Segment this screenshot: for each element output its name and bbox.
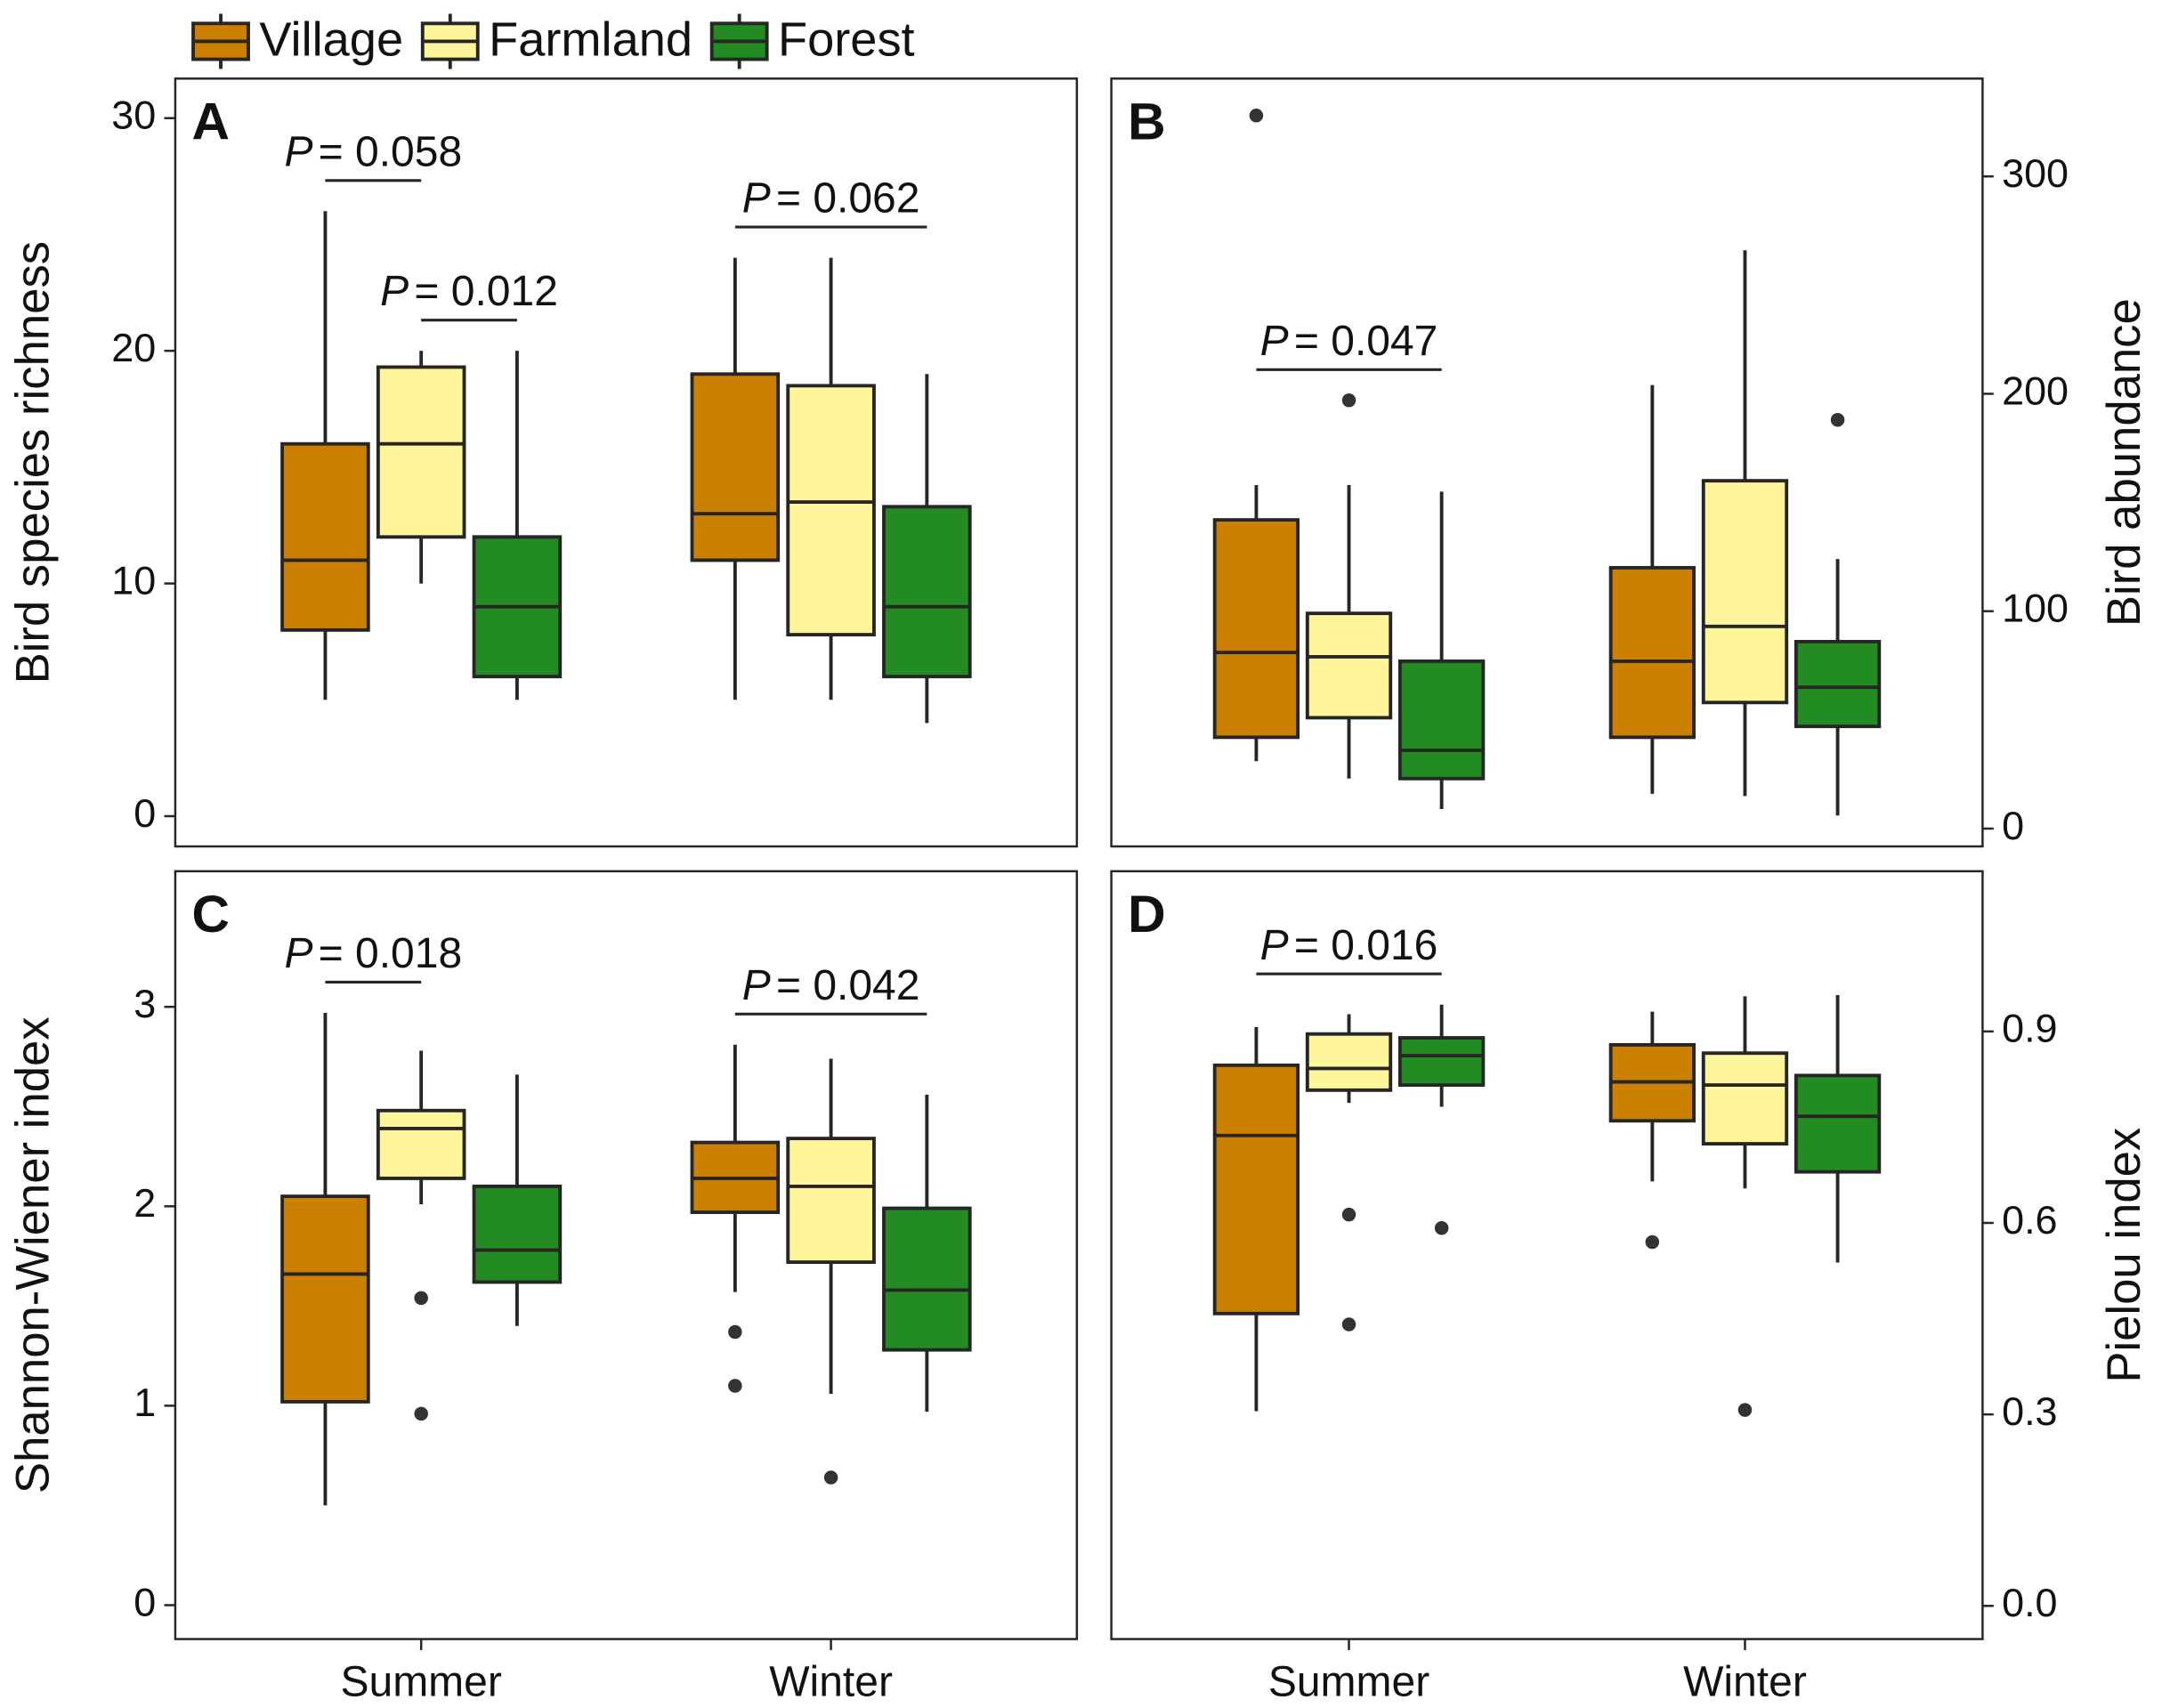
y-tick-label: 2 xyxy=(134,1180,156,1226)
p-symbol: P xyxy=(380,268,409,315)
box xyxy=(1701,479,1789,705)
panel-frame xyxy=(1110,870,1984,1640)
p-value: = 0.047 xyxy=(1294,318,1437,365)
legend-label: Village xyxy=(259,12,403,66)
y-tick-label: 1 xyxy=(134,1380,156,1425)
box xyxy=(1701,1051,1789,1146)
panel-frame xyxy=(174,870,1079,1640)
y-tick-label: 0 xyxy=(134,790,156,836)
box xyxy=(1397,1036,1486,1088)
box xyxy=(1305,1032,1393,1092)
p-symbol: P xyxy=(1260,921,1289,968)
p-value: = 0.012 xyxy=(414,268,557,315)
panel-letter: D xyxy=(1128,886,1166,943)
y-tick-label: 10 xyxy=(111,557,156,603)
y-tick-label: 0.3 xyxy=(2002,1388,2057,1434)
outlier xyxy=(414,1406,428,1421)
x-tick-label: Winter xyxy=(1683,1658,1807,1705)
box xyxy=(690,372,781,563)
p-value: = 0.058 xyxy=(319,128,462,175)
panel-letter: C xyxy=(192,886,231,943)
significance-label: P = 0.062 xyxy=(742,174,920,222)
y-tick-label: 0.6 xyxy=(2002,1197,2057,1243)
significance-label: P = 0.012 xyxy=(380,268,558,315)
p-symbol: P xyxy=(742,174,771,222)
significance-label: P = 0.018 xyxy=(284,930,462,977)
y-tick-label: 0.0 xyxy=(2002,1580,2057,1625)
outlier xyxy=(1249,109,1264,123)
p-value: = 0.042 xyxy=(776,962,919,1009)
outlier xyxy=(414,1291,428,1306)
box xyxy=(1212,518,1300,740)
y-tick-label: 0 xyxy=(2002,803,2024,848)
box xyxy=(1397,659,1486,781)
legend-label: Forest xyxy=(778,12,915,66)
box xyxy=(882,505,972,679)
outlier xyxy=(1341,393,1356,408)
p-symbol: P xyxy=(284,930,312,977)
outlier xyxy=(1341,1317,1356,1332)
panel-letter: B xyxy=(1128,93,1166,150)
outlier xyxy=(823,1470,838,1485)
outlier xyxy=(728,1379,742,1393)
outlier xyxy=(1737,1403,1753,1417)
p-symbol: P xyxy=(284,128,312,175)
x-tick-label: Summer xyxy=(1268,1658,1429,1705)
y-axis-title: Shannon-Wiener index xyxy=(6,1016,59,1493)
box xyxy=(280,1194,370,1404)
x-tick-label: Winter xyxy=(769,1658,893,1705)
outlier xyxy=(1341,1207,1356,1222)
box xyxy=(1305,611,1393,720)
y-tick-label: 0 xyxy=(134,1579,156,1624)
y-tick-label: 20 xyxy=(111,325,156,370)
panel-frame xyxy=(1110,77,1984,848)
x-tick-label: Summer xyxy=(340,1658,501,1705)
p-symbol: P xyxy=(1260,318,1289,365)
p-value: = 0.016 xyxy=(1294,921,1437,968)
box xyxy=(376,1108,466,1180)
y-axis-title: Pielou index xyxy=(2098,1128,2150,1383)
y-axis-title: Bird species richness xyxy=(6,241,59,684)
significance-label: P = 0.047 xyxy=(1260,318,1438,365)
box xyxy=(376,365,466,539)
y-tick-label: 3 xyxy=(134,981,156,1026)
outlier xyxy=(1645,1234,1660,1250)
y-tick-label: 100 xyxy=(2002,586,2069,631)
outlier xyxy=(728,1324,742,1340)
box xyxy=(786,1137,876,1264)
box xyxy=(1608,565,1696,740)
box xyxy=(1794,639,1882,729)
outlier xyxy=(1434,1220,1449,1235)
y-tick-label: 0.9 xyxy=(2002,1006,2057,1051)
significance-label: P = 0.042 xyxy=(742,962,920,1009)
box xyxy=(280,441,370,632)
outlier xyxy=(1830,413,1845,427)
box xyxy=(786,384,876,637)
p-value: = 0.062 xyxy=(776,174,919,222)
box xyxy=(882,1206,972,1352)
y-tick-label: 30 xyxy=(111,93,156,138)
panel-frame xyxy=(174,77,1079,848)
y-axis-title: Bird abundance xyxy=(2098,298,2150,627)
significance-label: P = 0.016 xyxy=(1260,921,1438,968)
p-symbol: P xyxy=(742,962,771,1009)
box xyxy=(1794,1073,1882,1174)
panel-letter: A xyxy=(192,93,231,150)
box xyxy=(1212,1063,1300,1315)
y-tick-label: 200 xyxy=(2002,368,2069,413)
y-tick-label: 300 xyxy=(2002,150,2069,196)
p-value: = 0.018 xyxy=(319,930,462,977)
significance-label: P = 0.058 xyxy=(284,128,462,175)
legend-label: Farmland xyxy=(489,12,692,66)
box xyxy=(472,1184,563,1284)
